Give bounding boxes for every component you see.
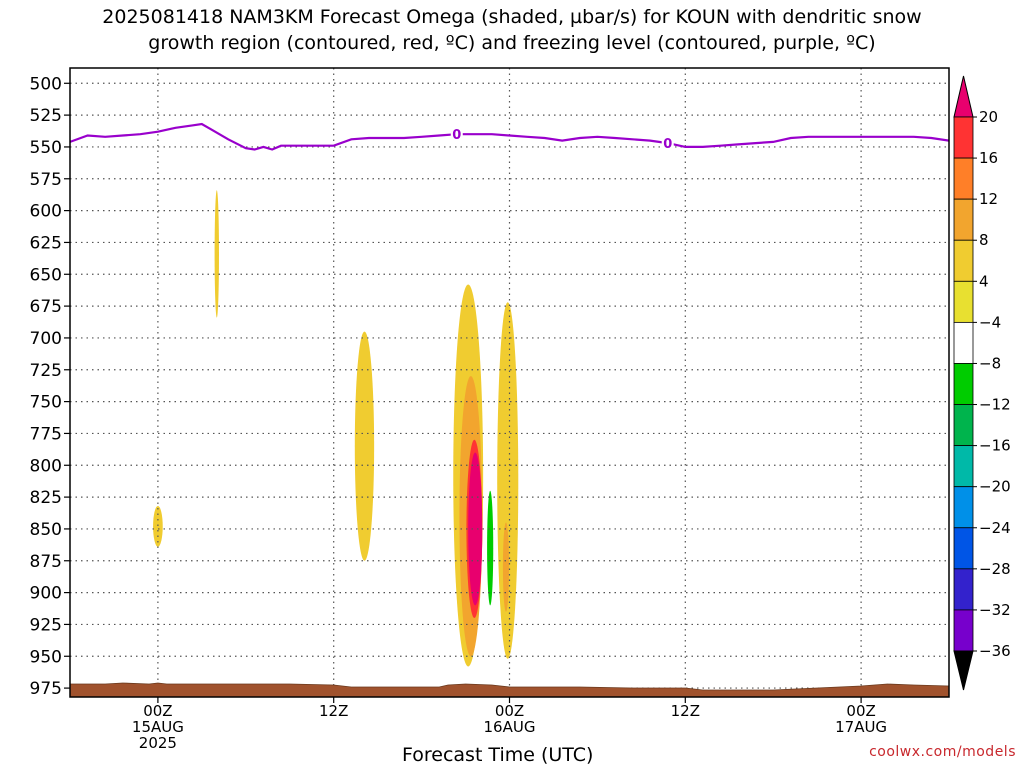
colorbar-label: 8 — [979, 231, 989, 249]
y-tick-label-725: 725 — [30, 361, 62, 381]
y-axis: 500 525 550 575 600 625 650 675 700 725 750 775 800 8… — [30, 74, 70, 699]
x-tick-label-60: 12Z — [671, 702, 700, 720]
y-tick-label-950: 950 — [30, 647, 62, 667]
freezing-level-line — [70, 122, 949, 151]
y-tick-label-775: 775 — [30, 424, 62, 444]
grid — [70, 68, 949, 697]
colorbar-under-triangle — [953, 650, 974, 691]
y-tick-label-975: 975 — [30, 679, 62, 699]
y-tick-label-550: 550 — [30, 138, 62, 158]
colorbar-label: 12 — [979, 190, 998, 208]
colorbar-label: 4 — [979, 272, 989, 290]
y-tick-label-650: 650 — [30, 265, 62, 285]
colorbar-label: −20 — [979, 478, 1011, 496]
colorbar-label: −32 — [979, 601, 1011, 619]
colorbar-segment — [953, 363, 974, 405]
y-tick-label-700: 700 — [30, 329, 62, 349]
x-tick-line: 17AUG — [835, 718, 887, 736]
omega-region-yellow-column-13z — [354, 331, 375, 561]
omega-region-teal-vertical — [487, 490, 494, 606]
x-tick-label-80: 00Z 17AUG — [835, 702, 887, 736]
colorbar-label: −36 — [979, 642, 1011, 660]
colorbar-segment — [953, 609, 974, 652]
colorbar-label: −8 — [979, 354, 1001, 372]
x-tick-line: 15AUG — [132, 718, 184, 736]
freezing-label-bg-0 — [450, 126, 463, 142]
colorbar-segment — [953, 157, 974, 200]
colorbar-segment — [953, 321, 974, 364]
colorbar-label: 16 — [979, 149, 998, 167]
y-tick-label-875: 875 — [30, 552, 62, 572]
colorbar-over-triangle — [953, 75, 974, 118]
colorbar-segment — [953, 198, 974, 241]
freezing-level-label: 0 — [663, 137, 672, 152]
y-tick-label-800: 800 — [30, 456, 62, 476]
freezing-label-bg-1 — [661, 135, 674, 151]
chart-title: 2025081418 NAM3KM Forecast Omega (shaded… — [0, 4, 1024, 56]
colorbar-label: −12 — [979, 396, 1011, 414]
omega-region-magenta-core — [468, 452, 483, 606]
colorbar-segment — [953, 486, 974, 529]
colorbar-label: −28 — [979, 560, 1011, 578]
colorbar-segment — [953, 568, 974, 611]
omega-shading — [153, 190, 649, 669]
colorbar: 20 16 12 8 4 −4 −8 −12 −16 −20 −24 −28 −32 −36 — [953, 75, 1011, 691]
omega-region-green-patch-17z — [422, 578, 435, 599]
title-line-2: growth region (contoured, red, ºC) and f… — [148, 32, 876, 54]
credit-link[interactable]: coolwx.com/models — [869, 744, 1016, 760]
colorbar-label: 20 — [979, 108, 998, 126]
y-tick-label-850: 850 — [30, 520, 62, 540]
x-tick-line: 12Z — [319, 702, 348, 720]
colorbar-segment — [953, 280, 974, 323]
x-tick-line: 00Z — [846, 702, 875, 720]
y-tick-label-825: 825 — [30, 488, 62, 508]
y-tick-label-925: 925 — [30, 615, 62, 635]
omega-region-orange-right-core — [502, 522, 510, 612]
x-axis-label: Forecast Time (UTC) — [402, 744, 594, 766]
terrain-fill — [69, 682, 950, 698]
x-tick-line: 00Z — [143, 702, 172, 720]
y-tick-label-750: 750 — [30, 393, 62, 413]
y-tick-label-900: 900 — [30, 584, 62, 604]
colorbar-segment — [953, 527, 974, 570]
x-tick-line: 12Z — [671, 702, 700, 720]
colorbar-segment — [953, 116, 974, 159]
freezing-level: 00 — [70, 122, 949, 152]
x-tick-line: 00Z — [495, 702, 524, 720]
x-tick-label-0: 00Z 15AUG 2025 — [132, 702, 184, 752]
freezing-level-label: 0 — [452, 128, 461, 143]
y-tick-label-500: 500 — [30, 74, 62, 94]
x-tick-label-20: 12Z — [319, 702, 348, 720]
omega-region-yellow-blob-00z — [153, 506, 163, 547]
title-line-1: 2025081418 NAM3KM Forecast Omega (shaded… — [102, 6, 922, 28]
omega-region-yellow-streak-a — [214, 190, 219, 318]
colorbar-segment — [953, 404, 974, 447]
y-tick-label-625: 625 — [30, 233, 62, 253]
colorbar-label: −24 — [979, 519, 1011, 537]
y-tick-label-525: 525 — [30, 106, 62, 126]
x-tick-label-40: 00Z 16AUG — [484, 702, 536, 736]
colorbar-segment — [953, 445, 974, 488]
y-tick-label-675: 675 — [30, 297, 62, 317]
x-tick-line: 2025 — [139, 734, 177, 752]
omega-region-green-blob-18z — [425, 462, 436, 519]
y-tick-label-575: 575 — [30, 170, 62, 190]
x-tick-line: 16AUG — [484, 718, 536, 736]
omega-region-yellow-right-band — [497, 302, 519, 659]
y-tick-label-600: 600 — [30, 202, 62, 222]
terrain-band — [69, 682, 950, 698]
colorbar-segment — [953, 239, 974, 282]
omega-region-green-strip-12z — [344, 388, 350, 555]
colorbar-label: −16 — [979, 437, 1011, 455]
colorbar-label: −4 — [979, 313, 1001, 331]
